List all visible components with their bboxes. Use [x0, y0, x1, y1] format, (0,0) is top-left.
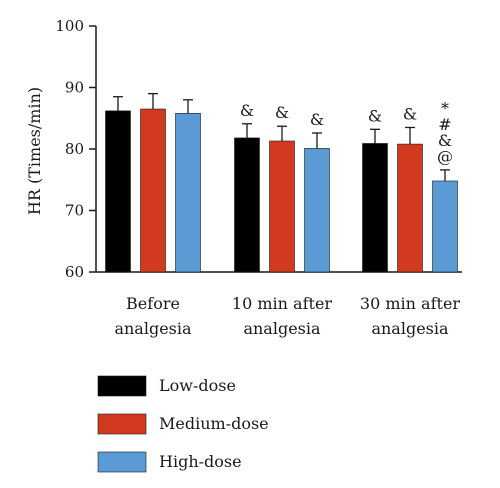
x-category-label: 10 min after [232, 294, 332, 313]
bar-medium-dose [140, 108, 166, 273]
significance-mark: # [438, 115, 451, 134]
significance-mark: & [310, 110, 324, 129]
significance-mark: @ [437, 147, 453, 166]
significance-mark: & [403, 104, 417, 123]
x-category-label: analgesia [243, 319, 321, 338]
bar-high-dose [175, 113, 201, 273]
x-category-label: analgesia [114, 319, 192, 338]
legend-swatch-high-dose [97, 451, 147, 473]
x-category-label: Before [126, 294, 180, 313]
y-tick-label: 60 [65, 263, 84, 281]
bar-low-dose [234, 137, 260, 273]
legend-label-medium-dose: Medium-dose [159, 414, 269, 433]
y-tick-label: 90 [65, 79, 84, 97]
y-tick-label: 70 [65, 202, 84, 220]
bar-low-dose [362, 143, 388, 273]
significance-mark: & [368, 106, 382, 125]
y-axis-label: HR (Times/min) [25, 87, 44, 215]
bar-medium-dose [397, 143, 423, 273]
y-tick-label: 100 [55, 17, 84, 35]
legend-swatch-low-dose [97, 375, 147, 397]
bar-high-dose [304, 148, 330, 273]
legend-label-low-dose: Low-dose [159, 376, 236, 395]
y-tick-label: 80 [65, 140, 84, 158]
legend-label-high-dose: High-dose [159, 452, 242, 471]
significance-mark: & [275, 103, 289, 122]
bar-low-dose [105, 110, 131, 273]
significance-mark: & [240, 101, 254, 120]
legend-swatch-medium-dose [97, 413, 147, 435]
x-category-label: 30 min after [360, 294, 460, 313]
significance-mark: & [438, 131, 452, 150]
significance-mark: * [441, 99, 449, 118]
legend: Low-dose Medium-dose High-dose [97, 375, 269, 473]
bars [105, 93, 458, 273]
bar-high-dose [432, 180, 458, 273]
bar-medium-dose [269, 140, 295, 273]
x-category-label: analgesia [371, 319, 449, 338]
